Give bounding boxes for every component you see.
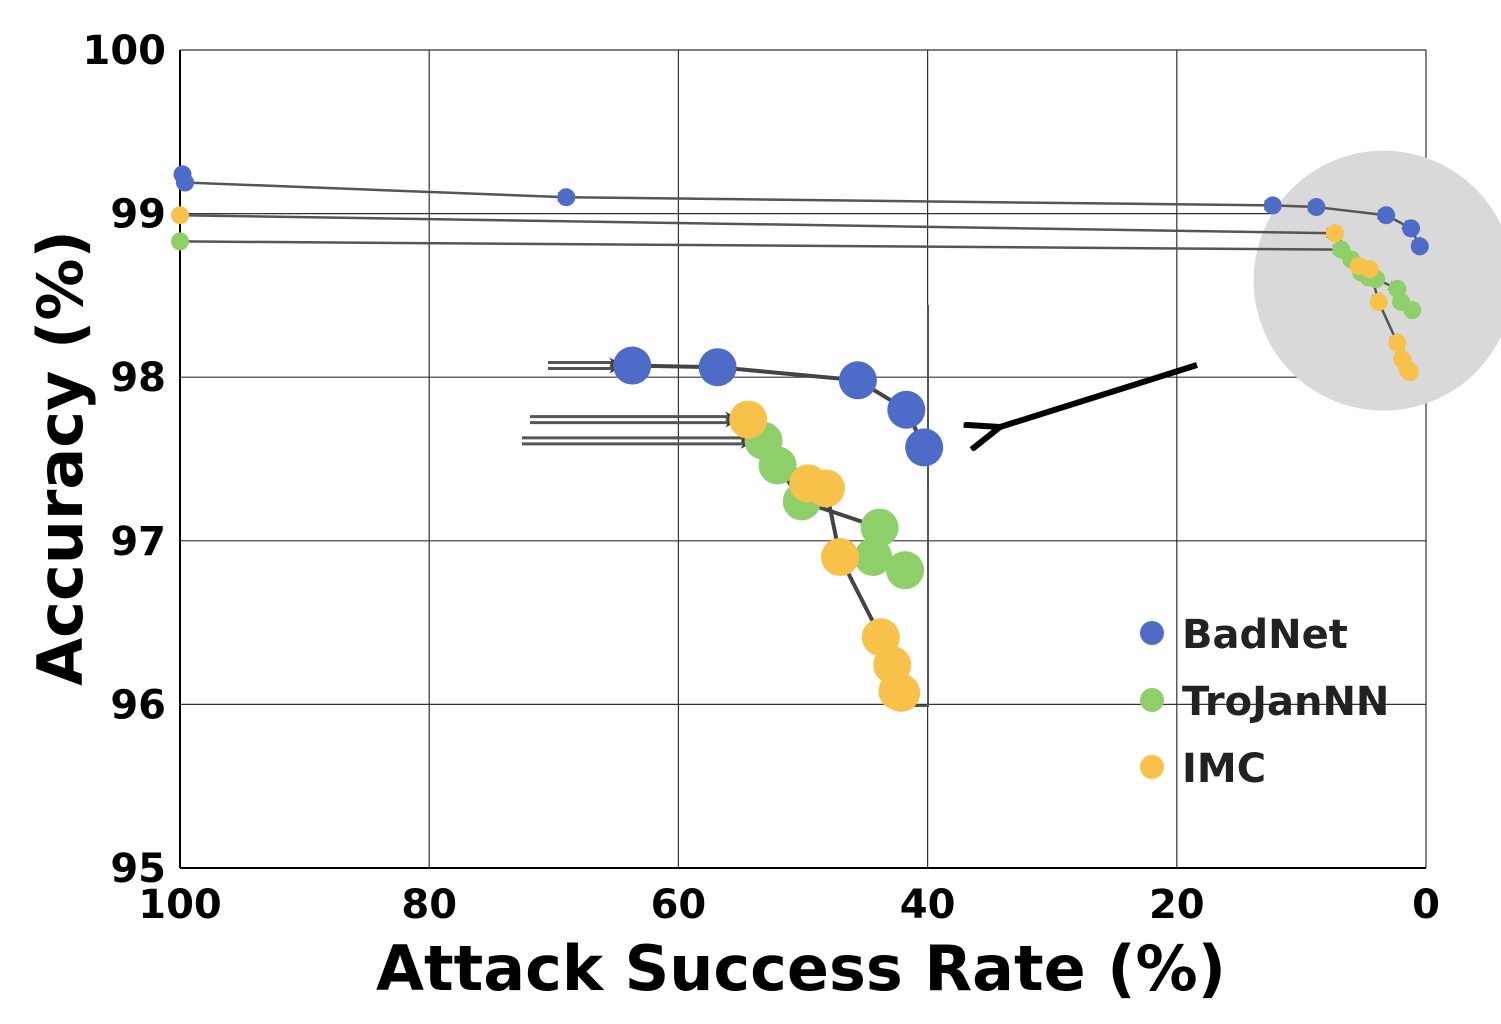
trajectory-segment (566, 195, 1274, 211)
y-tick-label: 95 (110, 846, 166, 892)
badnet-point (1377, 206, 1396, 225)
legend-marker-trojannn (1140, 688, 1164, 712)
legend-label-imc: IMC (1182, 746, 1266, 792)
trojannn-point (171, 232, 189, 251)
legend-marker-badnet (1140, 621, 1164, 645)
inset-trojannn-point (860, 508, 899, 547)
badnet-point (1410, 237, 1429, 256)
zoom-pointer-arrow (1000, 362, 1198, 427)
imc-point (1326, 224, 1345, 243)
trojannn-point (1403, 301, 1422, 320)
inset-imc-point (807, 469, 845, 508)
trajectory-segment (1316, 205, 1388, 220)
badnet-point (1402, 219, 1421, 238)
badnet-point (557, 188, 576, 207)
imc-point (1400, 363, 1419, 382)
legend-marker-imc (1140, 755, 1164, 779)
inset-trojannn-point (758, 446, 797, 485)
inset-badnet-point (613, 346, 652, 385)
x-tick-label: 0 (1412, 882, 1440, 928)
y-tick-label: 97 (110, 519, 166, 565)
inset-imc-point (821, 538, 860, 577)
inset-trojannn-point (854, 538, 893, 577)
badnet-point (175, 173, 194, 192)
imc-point (1388, 333, 1407, 352)
badnet-point (1307, 198, 1326, 217)
x-tick-label: 40 (900, 882, 956, 928)
inset-badnet-point (887, 390, 926, 429)
imc-point (1360, 260, 1379, 279)
imc-point (171, 206, 189, 225)
y-tick-label: 96 (110, 682, 166, 728)
inset-imc-point (729, 400, 768, 439)
y-tick-label: 99 (110, 192, 166, 238)
y-axis-title: Accuracy (%) (24, 230, 97, 686)
legend-label-badnet: BadNet (1182, 612, 1348, 658)
x-tick-label: 20 (1149, 882, 1205, 928)
trajectory-segment (184, 181, 568, 202)
trajectory-lines (177, 172, 1421, 374)
imc-point (1369, 292, 1388, 311)
y-tick-label: 98 (110, 355, 166, 401)
legend: BadNet TroJanNN IMC (1140, 612, 1389, 792)
x-tick-label: 80 (401, 882, 457, 928)
tick-labels: 100 80 60 40 20 0 95 96 97 98 99 100 (83, 28, 1440, 928)
x-axis-title: Attack Success Rate (%) (376, 932, 1226, 1005)
data-points (171, 165, 1429, 382)
inset-trojannn-point (886, 551, 925, 590)
inset-badnet-point (698, 348, 737, 387)
x-tick-label: 100 (138, 882, 222, 928)
inset-badnet-point (905, 428, 944, 467)
inset-frame (898, 305, 929, 707)
x-tick-label: 60 (651, 882, 707, 928)
inset-plot (522, 305, 944, 712)
inset-imc-point (882, 673, 921, 712)
zoom-region (1000, 150, 1501, 427)
legend-label-trojannn: TroJanNN (1182, 679, 1389, 725)
badnet-point (1263, 196, 1282, 215)
inset-trajectory-segment (717, 365, 859, 385)
y-tick-label: 100 (83, 28, 167, 74)
trajectory-segment (179, 213, 1337, 239)
trajectory-segment (179, 240, 1343, 255)
inset-badnet-point (838, 361, 877, 400)
